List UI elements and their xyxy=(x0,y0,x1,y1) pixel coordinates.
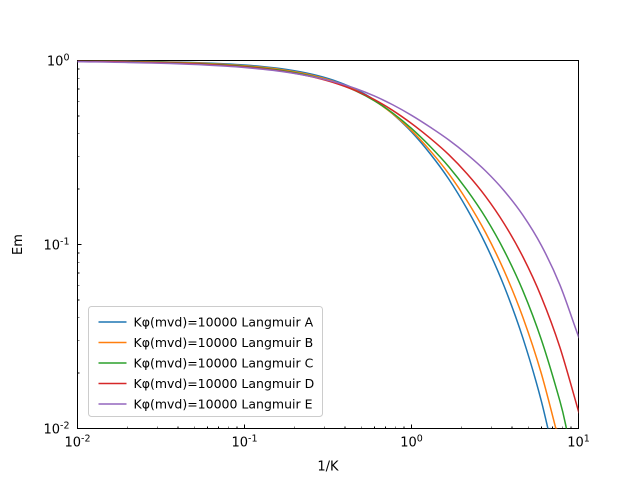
x-axis-title: 1/K xyxy=(317,460,339,475)
y-axis-title: Em xyxy=(11,234,26,255)
x-tick-label: 10-2 xyxy=(64,434,90,451)
legend-label-a: Kφ(mvd)=10000 Langmuir A xyxy=(134,315,314,330)
series-line-e xyxy=(77,60,579,339)
legend-label-e: Kφ(mvd)=10000 Langmuir E xyxy=(134,397,313,412)
x-tick-label: 100 xyxy=(400,434,423,451)
y-tick-label: 100 xyxy=(47,53,70,70)
y-tick-label: 10-2 xyxy=(43,421,69,438)
x-tick-label: 101 xyxy=(567,434,590,451)
x-tick-label: 10-1 xyxy=(231,434,257,451)
legend-label-d: Kφ(mvd)=10000 Langmuir D xyxy=(134,376,315,391)
series-group xyxy=(77,60,579,429)
legend-label-b: Kφ(mvd)=10000 Langmuir B xyxy=(134,335,314,350)
legend-label-c: Kφ(mvd)=10000 Langmuir C xyxy=(134,356,314,371)
chart-legend: Kφ(mvd)=10000 Langmuir A Kφ(mvd)=10000 La… xyxy=(88,306,323,417)
y-tick-label: 10-1 xyxy=(43,237,69,254)
legend-background xyxy=(88,306,323,417)
